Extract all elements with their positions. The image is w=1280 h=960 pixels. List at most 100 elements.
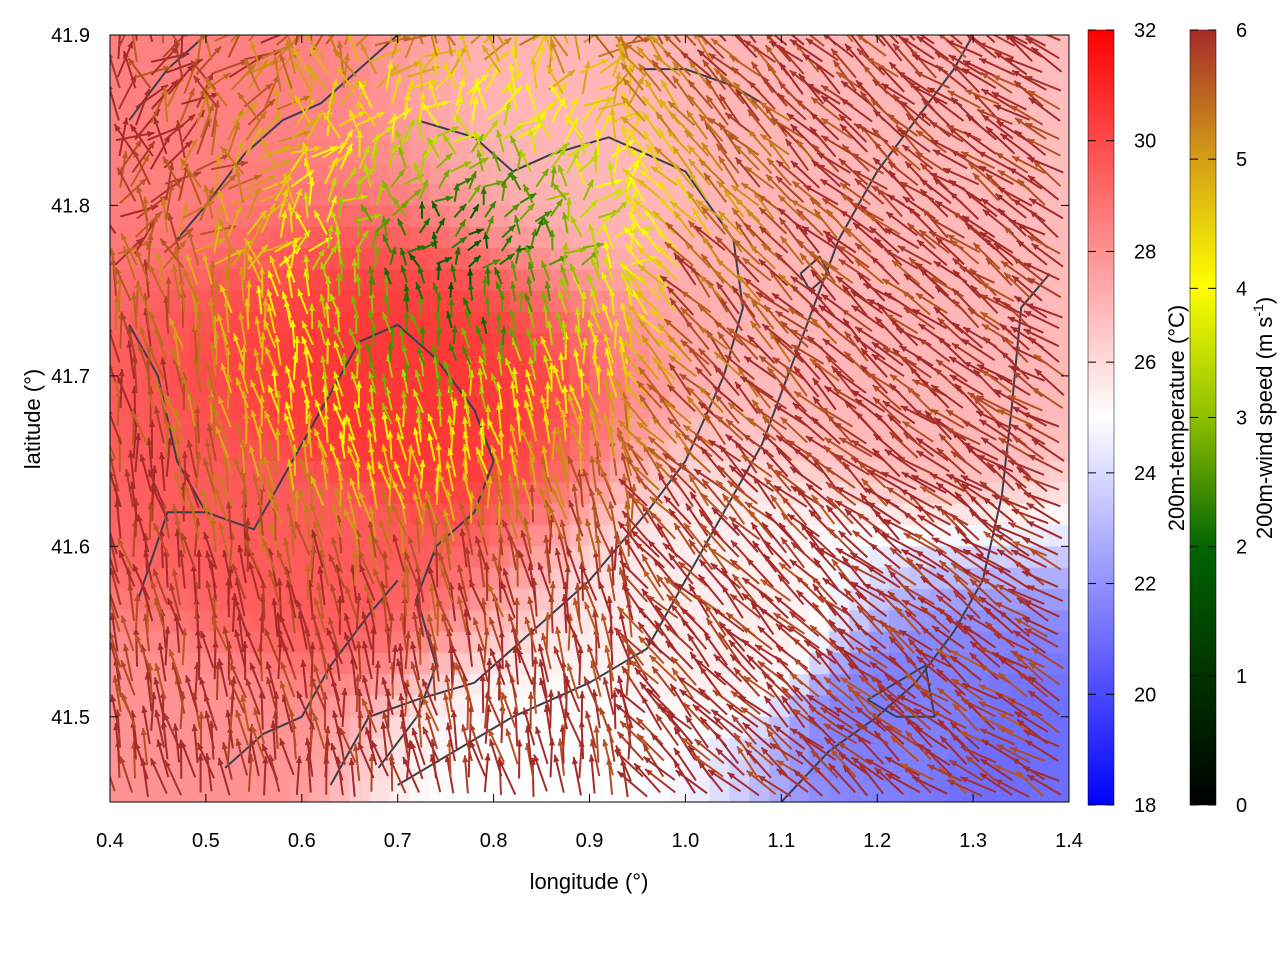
heat-cell (709, 141, 730, 164)
heat-cell (649, 375, 671, 398)
heat-cell (529, 162, 551, 185)
heat-cell (1049, 269, 1069, 292)
heat-cell (609, 503, 631, 526)
heat-cell (1049, 77, 1069, 100)
heat-cell (229, 269, 251, 292)
wind-arrow-head (130, 2, 136, 9)
heat-cell (289, 162, 311, 185)
heat-cell (669, 35, 690, 57)
heat-cell (369, 98, 391, 121)
heat-cell (189, 588, 211, 611)
heat-cell (489, 162, 511, 185)
heat-cell (869, 738, 890, 760)
heat-cell (429, 248, 451, 270)
heat-cell (329, 226, 351, 249)
heat-cell (589, 35, 611, 57)
heat-cell (409, 354, 431, 377)
heat-cell (989, 780, 1010, 802)
wind-arrow-head (435, 16, 442, 24)
heat-cell (869, 525, 890, 547)
heat-cell (689, 248, 710, 270)
heat-cell (429, 269, 451, 292)
heat-cell (229, 35, 251, 57)
heat-cell (389, 610, 411, 633)
heat-cell (209, 780, 231, 802)
heat-cell (529, 184, 551, 207)
heat-cell (369, 780, 391, 802)
heat-cell (829, 290, 850, 313)
heat-cell (549, 120, 571, 143)
heat-cell (309, 205, 331, 228)
heat-cell (529, 311, 551, 334)
heat-cell (649, 290, 671, 313)
heat-cell (909, 248, 930, 270)
heat-cell (149, 439, 171, 462)
heat-cell (389, 759, 411, 782)
heat-cell (409, 674, 431, 697)
heat-cell (609, 780, 631, 802)
heat-cell (110, 354, 131, 377)
heat-cell (629, 631, 651, 654)
wind-arrow-head (650, 17, 657, 24)
heat-cell (949, 162, 970, 185)
heat-cell (429, 141, 451, 164)
heat-cell (169, 759, 191, 782)
heat-cell (669, 695, 690, 718)
heat-cell (569, 375, 591, 398)
heat-cell (409, 184, 431, 207)
heat-cell (149, 652, 171, 675)
heat-cell (589, 184, 611, 207)
heat-cell (549, 439, 571, 462)
heat-cell (569, 311, 591, 334)
heat-cell (909, 333, 930, 356)
heat-cell (149, 35, 171, 57)
heat-cell (549, 205, 571, 228)
heat-cell (389, 354, 411, 377)
heat-cell (1049, 226, 1069, 249)
heat-cell (449, 184, 471, 207)
heat-cell (969, 525, 990, 547)
wind-arrow-head (289, 28, 297, 34)
heat-cell (309, 77, 331, 100)
heat-cell (1049, 482, 1069, 505)
heat-cell (209, 695, 231, 718)
heat-cell (869, 77, 890, 100)
heat-cell (249, 226, 271, 249)
heat-cell (349, 226, 371, 249)
wind-arrow-head (298, 8, 304, 15)
heat-cell (369, 35, 391, 57)
heat-cell (489, 290, 511, 313)
wind-arrow-head (129, 26, 135, 33)
heat-cell (449, 695, 471, 718)
heat-cell (169, 354, 191, 377)
heat-cell (329, 546, 351, 569)
heat-cell (469, 780, 491, 802)
wind-arrow-head (249, 16, 256, 23)
heat-cell (110, 588, 131, 611)
heat-cell (110, 205, 131, 228)
heat-cell (129, 56, 151, 79)
heat-cell (849, 652, 870, 675)
heat-cell (429, 439, 451, 462)
heat-cell (449, 631, 471, 654)
heat-cell (829, 397, 850, 420)
heat-cell (1049, 461, 1069, 484)
heat-cell (789, 98, 810, 121)
heat-cell (309, 141, 331, 164)
heat-cell (469, 56, 491, 79)
heat-cell (689, 780, 710, 802)
heat-cell (969, 780, 990, 802)
wind-arrow-head (322, 25, 328, 33)
heat-cell (269, 461, 291, 484)
heat-cell (1049, 56, 1069, 79)
heat-cell (169, 567, 191, 590)
heat-cell (549, 226, 571, 249)
heat-cell (1049, 35, 1069, 57)
heat-cell (1049, 311, 1069, 334)
heat-cell (669, 205, 690, 228)
heat-cell (1029, 354, 1050, 377)
heat-cell (689, 77, 710, 100)
heat-cell (329, 780, 351, 802)
wind-arrow-head (588, 6, 594, 14)
heat-cell (409, 98, 431, 121)
